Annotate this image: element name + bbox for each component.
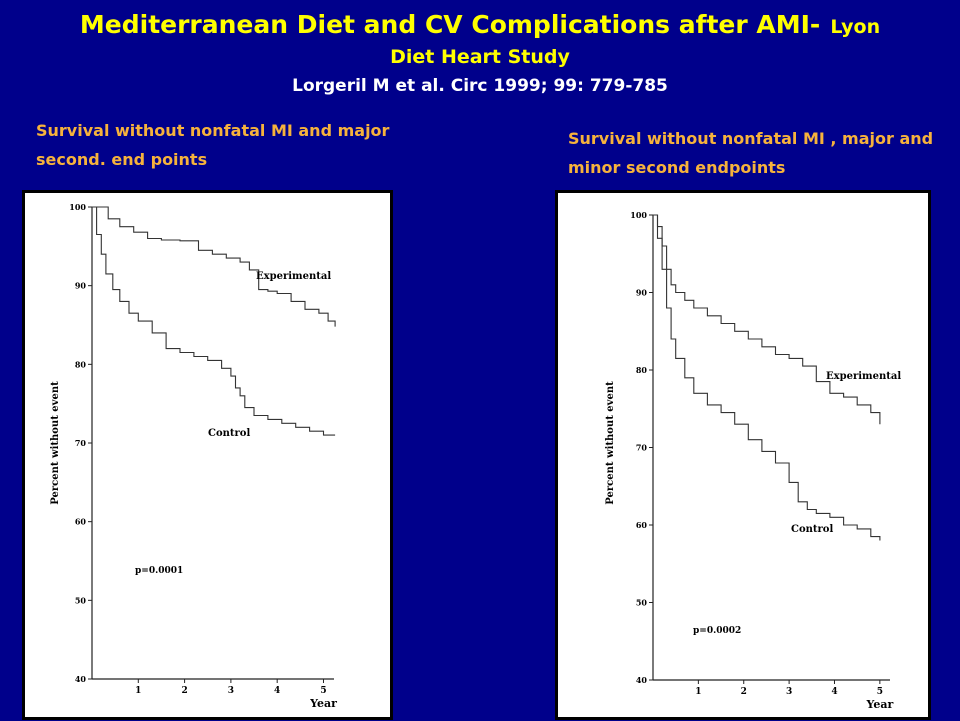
x-tick-label: 3 bbox=[228, 686, 234, 696]
right-survival-chart: 40 50 60 70 80 90 100 1 2 3 4 5 Percent without even… bbox=[605, 210, 901, 711]
series-label-experimental: Experimental bbox=[826, 371, 901, 382]
y-tick-label: 60 bbox=[636, 520, 648, 530]
x-tick-label: 2 bbox=[741, 687, 747, 697]
y-tick-label: 70 bbox=[636, 443, 648, 453]
p-value-annotation: p=0.0002 bbox=[693, 626, 741, 636]
series-line-experimental bbox=[653, 214, 881, 425]
x-axis-label: Year bbox=[309, 697, 337, 710]
left-chart-panel: 40 50 60 70 80 90 100 1 2 3 4 5 Percent without even… bbox=[22, 190, 393, 720]
slide-title-tail: Lyon bbox=[830, 16, 881, 38]
x-tick-label: 5 bbox=[877, 687, 883, 697]
slide-title-main: Mediterranean Diet and CV Complications … bbox=[79, 10, 821, 39]
p-value-annotation: p=0.0001 bbox=[135, 566, 183, 576]
series-label-control: Control bbox=[208, 428, 250, 439]
y-tick-label: 50 bbox=[75, 595, 87, 605]
x-tick-label: 4 bbox=[831, 687, 837, 697]
x-tick-label: 5 bbox=[320, 686, 326, 696]
series-label-control: Control bbox=[791, 524, 833, 535]
y-tick-label: 100 bbox=[630, 210, 647, 220]
citation: Lorgeril M et al. Circ 1999; 99: 779-785 bbox=[292, 76, 668, 96]
slide-title: Mediterranean Diet and CV Complications … bbox=[0, 10, 960, 39]
y-tick-label: 40 bbox=[636, 675, 648, 685]
series-line-control bbox=[653, 214, 881, 541]
x-tick-label: 4 bbox=[274, 686, 280, 696]
y-tick-label: 70 bbox=[75, 438, 87, 448]
y-axis-label: Percent without event bbox=[605, 381, 616, 505]
slide-title-line2: Diet Heart Study bbox=[390, 46, 570, 68]
x-tick-label: 1 bbox=[135, 686, 141, 696]
x-tick-label: 1 bbox=[695, 687, 701, 697]
y-tick-label: 90 bbox=[75, 281, 87, 291]
y-tick-label: 100 bbox=[69, 202, 86, 212]
left-chart-subtitle: Survival without nonfatal MI and major s… bbox=[36, 121, 390, 169]
y-tick-label: 80 bbox=[75, 359, 87, 369]
right-chart-subtitle: Survival without nonfatal MI , major and… bbox=[568, 129, 934, 177]
y-tick-label: 90 bbox=[636, 288, 648, 298]
x-tick-label: 3 bbox=[786, 687, 792, 697]
y-tick-label: 40 bbox=[75, 674, 87, 684]
right-chart-panel: 40 50 60 70 80 90 100 1 2 3 4 5 Percent without even… bbox=[555, 190, 931, 720]
left-survival-chart: 40 50 60 70 80 90 100 1 2 3 4 5 Percent without even… bbox=[50, 202, 337, 710]
series-line-experimental bbox=[92, 206, 336, 327]
y-tick-label: 80 bbox=[636, 365, 648, 375]
x-axis-label: Year bbox=[865, 698, 893, 711]
y-axis-label: Percent without event bbox=[50, 381, 61, 505]
x-tick-label: 2 bbox=[181, 686, 187, 696]
series-line-control bbox=[92, 206, 336, 436]
y-tick-label: 50 bbox=[636, 598, 648, 608]
y-tick-label: 60 bbox=[75, 517, 87, 527]
series-label-experimental: Experimental bbox=[256, 271, 331, 282]
